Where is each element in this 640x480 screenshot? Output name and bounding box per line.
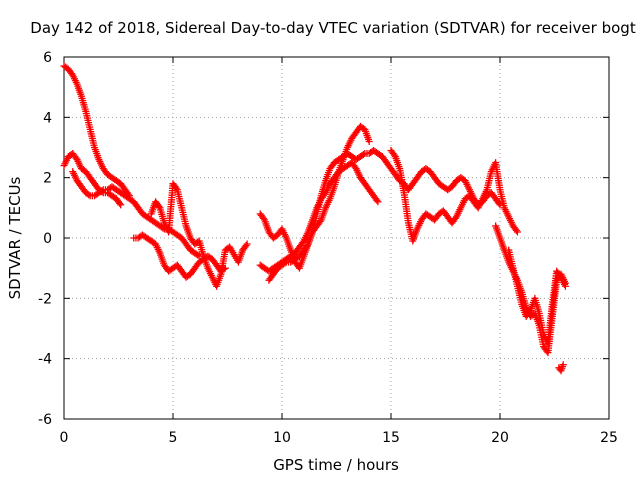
data-point-track-b <box>116 199 124 207</box>
data-point-track-c <box>85 191 93 199</box>
x-tick-label: 15 <box>382 430 400 446</box>
data-point-track-e <box>172 184 180 192</box>
data-point-track-g <box>365 137 373 145</box>
x-axis-title: GPS time / hours <box>273 456 399 474</box>
y-tick-label: 4 <box>43 110 52 126</box>
axis-ticks <box>63 56 610 420</box>
data-point-track-e <box>243 240 251 248</box>
data-point-track-j <box>543 347 551 355</box>
data-point-track-g <box>316 217 324 225</box>
x-tick-label: 0 <box>60 430 69 446</box>
data-point-track-h <box>281 259 289 267</box>
x-tick-label: 25 <box>600 430 618 446</box>
data-point-track-e <box>242 242 250 250</box>
data-point-track-b <box>117 201 125 209</box>
data-point-track-l <box>559 361 567 369</box>
y-axis-title: SDTVAR / TECUs <box>6 176 24 299</box>
data-point-track-g <box>259 214 267 222</box>
y-tick-label: -4 <box>38 352 52 368</box>
data-point-track-h <box>303 242 311 250</box>
data-point-track-i <box>512 226 520 234</box>
y-tick-label: 2 <box>43 171 52 187</box>
data-point-track-c <box>98 187 106 195</box>
data-point-track-h <box>496 201 504 209</box>
y-tick-label: 6 <box>43 50 52 66</box>
data-point-track-f <box>374 198 382 206</box>
data-point-track-i <box>390 151 398 159</box>
data-point-track-f <box>373 196 381 204</box>
x-tick-label: 5 <box>169 430 178 446</box>
data-point-track-e <box>155 202 163 210</box>
y-tick-label: 0 <box>43 231 52 247</box>
data-point-track-c <box>194 251 202 259</box>
y-tick-label: -2 <box>38 291 52 307</box>
x-tick-label: 10 <box>273 430 291 446</box>
chart-title: Day 142 of 2018, Sidereal Day-to-day VTE… <box>30 19 636 37</box>
y-tick-label: -6 <box>38 412 52 428</box>
data-point-track-k <box>561 282 569 290</box>
x-tick-label: 20 <box>491 430 509 446</box>
data-point-track-i <box>513 228 521 236</box>
data-point-track-h <box>359 151 367 159</box>
data-point-track-k <box>525 308 533 316</box>
data-points <box>60 62 569 375</box>
